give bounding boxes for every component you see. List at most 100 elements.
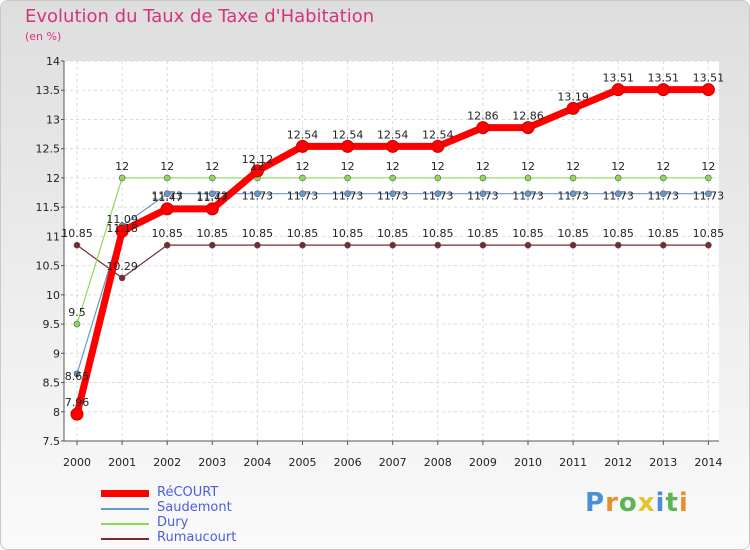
data-label: 11.18 [106,222,138,235]
data-label: 11.47 [197,191,229,204]
data-label: 11.73 [151,190,183,203]
y-tick-label: 8.5 [43,377,61,390]
data-label: 8.65 [65,370,90,383]
data-label: 10.85 [693,227,725,240]
data-label: 11.73 [512,190,544,203]
data-label: 9.5 [68,306,86,319]
data-label: 11.09 [106,213,138,226]
legend-swatch [101,538,149,540]
legend-label: Rumaucourt [157,530,237,545]
data-label: 10.85 [602,227,634,240]
data-label: 12 [115,160,129,173]
data-label: 12 [431,160,445,173]
x-tick-label: 2005 [289,456,317,469]
data-point [434,190,442,198]
data-point [569,190,577,198]
data-label: 13.19 [557,90,589,103]
data-point [118,274,126,282]
legend-label: RéCOURT [157,485,219,500]
data-point [705,241,712,249]
x-tick-label: 2008 [424,456,452,469]
x-tick-label: 2007 [379,456,407,469]
data-point [250,164,264,178]
data-point [659,174,667,182]
data-label: 10.29 [106,260,138,273]
data-point [479,241,487,249]
data-point [701,83,715,97]
data-point [344,241,351,249]
legend-item: Rumaucourt [101,530,321,546]
x-tick-label: 2003 [198,456,226,469]
data-point [614,241,622,249]
data-label: 11.73 [648,190,680,203]
y-tick-label: 12.5 [36,143,61,156]
data-label: 10.85 [377,227,409,240]
data-label: 12.54 [377,128,409,141]
data-point [659,241,667,249]
data-point [118,174,126,182]
data-point [524,174,532,182]
legend-swatch [101,508,149,510]
x-tick-label: 2010 [514,456,542,469]
data-point [431,139,445,153]
data-point [479,174,487,182]
data-point [524,190,532,198]
data-label: 7.96 [65,396,90,409]
data-point [344,190,351,198]
x-tick-label: 2009 [469,456,497,469]
data-label: 10.85 [332,227,364,240]
data-point [299,190,306,198]
data-label: 10.85 [61,227,93,240]
data-point [73,320,81,328]
legend-swatch [101,523,149,525]
data-label: 11.73 [332,190,364,203]
data-label: 11.73 [467,190,499,203]
data-point [299,241,306,249]
data-label: 11.73 [287,190,319,203]
logo-letter: x [637,488,656,518]
legend-item: Saudemont [101,500,321,516]
y-tick-label: 7.5 [43,435,61,448]
x-tick-label: 2013 [649,456,677,469]
legend: RéCOURT Saudemont Dury Rumaucourt [101,485,321,546]
logo-letter: t [665,488,679,518]
data-point [389,190,397,198]
logo-letter: i [655,488,666,518]
data-label: 10.85 [648,227,680,240]
y-tick-label: 12 [46,172,60,185]
y-tick-label: 10.5 [36,260,61,273]
data-label: 12 [701,160,715,173]
data-label: 11.73 [377,190,409,203]
data-label: 10.85 [467,227,499,240]
data-point [614,174,622,182]
y-tick-label: 10 [46,289,60,302]
legend-swatch [101,490,149,497]
data-label: 12 [611,160,625,173]
data-point [524,241,532,249]
proxiti-logo: Proxiti [585,488,689,518]
logo-letter: P [585,488,606,518]
data-point [386,139,400,153]
data-point [115,224,129,238]
y-tick-label: 8 [53,406,60,419]
data-label: 12 [386,160,400,173]
data-point [254,190,261,198]
data-label: 11.73 [422,190,454,203]
logo-letter: i [678,488,689,518]
data-point [205,202,219,216]
data-label: 10.85 [557,227,589,240]
data-point [389,174,397,182]
data-label: 12 [521,160,535,173]
data-point [73,241,81,249]
data-point [299,174,306,182]
data-label: 12 [160,160,174,173]
data-label: 11.47 [151,191,183,204]
data-label: 12 [296,160,310,173]
data-label: 12 [341,160,355,173]
chart-title: Evolution du Taux de Taxe d'Habitation [25,6,375,27]
data-label: 10.85 [151,227,183,240]
data-label: 11.73 [602,190,634,203]
data-label: 12 [656,160,670,173]
data-point [614,190,622,198]
data-label: 12 [566,160,580,173]
